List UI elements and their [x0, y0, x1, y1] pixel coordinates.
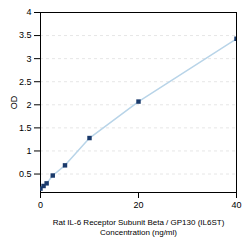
svg-text:Rat IL-6 Receptor Subunit Beta: Rat IL-6 Receptor Subunit Beta / GP130 (…	[53, 218, 225, 237]
svg-text:0.5: 0.5	[19, 169, 32, 179]
svg-text:4: 4	[26, 7, 31, 17]
svg-text:0: 0	[38, 200, 43, 210]
svg-text:2: 2	[26, 100, 31, 110]
svg-text:OD: OD	[9, 95, 19, 109]
svg-text:40: 40	[231, 200, 241, 210]
svg-text:1: 1	[26, 146, 31, 156]
svg-text:20: 20	[133, 200, 143, 210]
svg-text:3.5: 3.5	[19, 30, 32, 40]
svg-text:1.5: 1.5	[19, 123, 32, 133]
svg-text:3: 3	[26, 54, 31, 64]
svg-text:2.5: 2.5	[19, 77, 32, 87]
